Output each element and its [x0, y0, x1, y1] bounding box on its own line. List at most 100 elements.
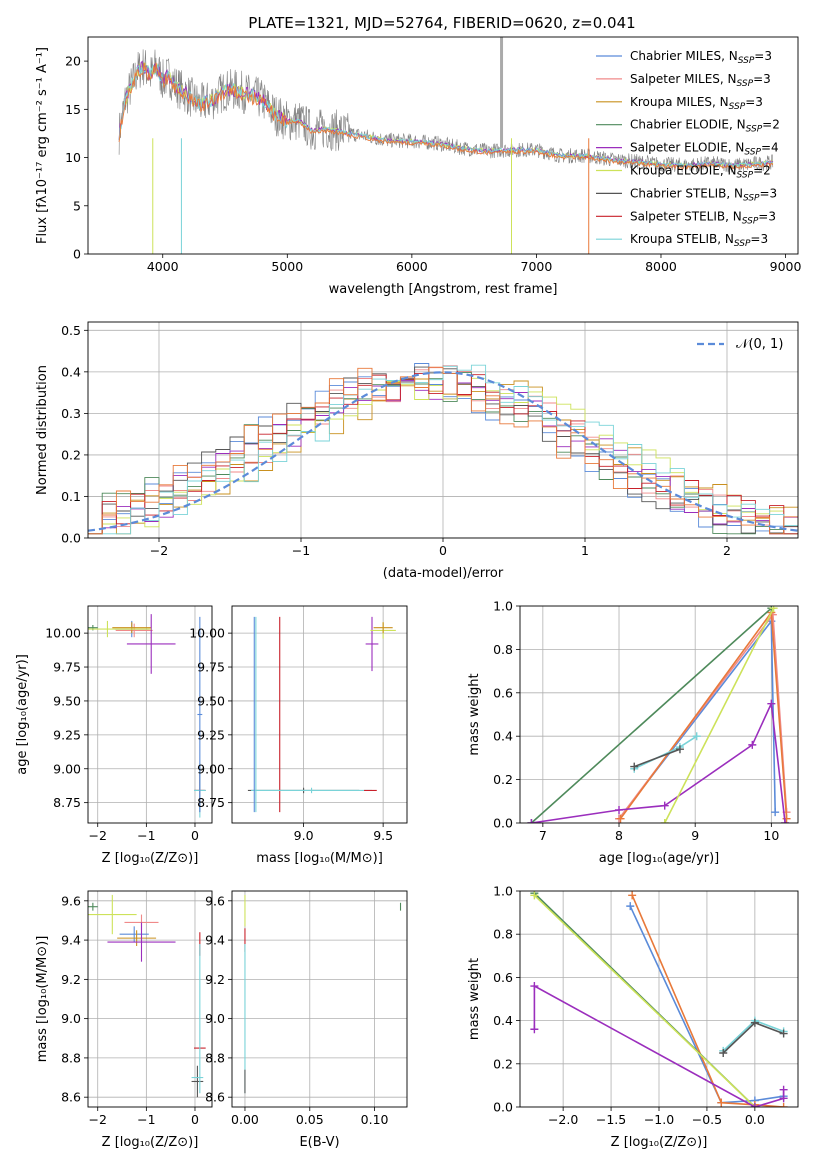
weight-marker: [779, 1094, 788, 1103]
y-tick-label: 0.4: [493, 1013, 513, 1028]
y-tick-label: 0.2: [493, 1056, 513, 1071]
legend-suffix: =3: [750, 232, 768, 246]
weight-line: [631, 894, 784, 1107]
weight-marker: [530, 1025, 539, 1034]
weight-line: [633, 735, 698, 770]
x-tick-label: −2: [89, 828, 107, 843]
legend-text: Chabrier STELIB, N: [630, 186, 743, 200]
y-axis-label: Flux [fλ10⁻¹⁷ erg cm⁻² s⁻¹ A⁻¹]: [35, 47, 50, 244]
y-tick-label: 8.8: [61, 1050, 81, 1065]
y-axis: 0 5 10 15 20: [65, 54, 88, 262]
y-tick-label: 9.6: [61, 893, 81, 908]
weight-series-kroupa_elodie: [660, 606, 778, 823]
x-tick-label: −2.0: [548, 1112, 578, 1127]
x-tick-label: −1.5: [596, 1112, 626, 1127]
legend-label-kroupa_elodie: Kroupa ELODIE, NSSP=2: [630, 164, 771, 181]
y-tick-label: 9.2: [205, 972, 225, 987]
plot-area: [520, 606, 798, 823]
x-tick-label: −1: [137, 828, 155, 843]
panel-mass_vs_ebv: 0.00 0.05 0.10 8.6 8.8 9.0 9.2 9.4 9.6 E(B-V): [205, 890, 408, 1150]
x-tick-label: −2: [150, 543, 168, 558]
panel-mass_vs_Z: −2 −1 0 8.6 8.8 9.0 9.2 9.4 9.6 Z [log₁₀(Z/Z⊙)] ma…: [35, 890, 213, 1150]
weight-marker: [781, 819, 790, 823]
y-axis-label: mass [log₁₀(M/M⊙)]: [35, 936, 50, 1063]
legend-suffix: =3: [745, 95, 763, 109]
legend-label-salpeter_stelib: Salpeter STELIB, NSSP=3: [630, 209, 776, 226]
weight-marker: [769, 606, 778, 613]
y-axis: 8.6 8.8 9.0 9.2 9.4 9.6: [61, 893, 88, 1105]
weight-marker: [527, 819, 536, 823]
weight-marker: [615, 805, 624, 814]
x-tick-label: −0.5: [692, 1112, 722, 1127]
y-axis: 8.75 9.00 9.25 9.50 9.75 10.00: [45, 626, 88, 810]
errorbar-point-kroupa_miles: [117, 930, 157, 946]
y-tick-label: 0.6: [493, 970, 513, 985]
y-tick-label: 0: [73, 247, 81, 262]
legend-subscript: SSP: [746, 125, 763, 135]
y-axis-label: Normed distribution: [35, 365, 50, 495]
y-tick-label: 5: [73, 198, 81, 213]
y-axis: 0.0 0.2 0.4 0.6 0.8 1.0: [493, 599, 520, 831]
weight-marker: [626, 902, 635, 911]
weight-line: [533, 894, 756, 1107]
y-tick-label: 9.75: [53, 660, 81, 675]
plot-area: [232, 606, 407, 823]
y-tick-label: 0.4: [493, 729, 513, 744]
x-tick-label: 10: [763, 828, 779, 843]
legend-label-salpeter_miles: Salpeter MILES, NSSP=3: [630, 72, 771, 89]
errorbar-point-kroupa_elodie: [88, 620, 152, 638]
spectrum-data-line: [118, 49, 774, 173]
legend-subscript: SSP: [737, 79, 754, 89]
panel-residuals: −2 −1 0 1 2 0.0 0.1 0.2 0.3 0.4 0.5 (data-model)/er…: [35, 321, 799, 581]
errorbar-point-kroupa_miles: [112, 622, 152, 634]
y-axis-label: mass weight: [467, 958, 482, 1040]
x-tick-label: 0: [191, 828, 199, 843]
errorbar-point-chabrier_stelib: [191, 1065, 204, 1098]
weight-line: [633, 748, 681, 768]
x-tick-label: −2: [89, 1112, 107, 1127]
legend-label-chabrier_stelib: Chabrier STELIB, NSSP=3: [630, 186, 777, 203]
x-tick-label: 2: [723, 543, 731, 558]
panel-frame: [87, 890, 213, 1108]
legend-subscript: SSP: [737, 171, 754, 181]
weight-series-salpeter_elodie: [530, 982, 788, 1107]
errorbar-point-chabrier_miles: [197, 616, 203, 813]
y-tick-label: 0.8: [493, 927, 513, 942]
y-tick-label: 8.75: [197, 795, 225, 810]
x-tick-label: 6000: [396, 259, 428, 274]
weight-marker: [779, 1029, 788, 1038]
weight-marker: [750, 1018, 759, 1027]
x-tick-label: 9: [691, 828, 699, 843]
y-tick-label: 8.6: [61, 1090, 81, 1105]
x-tick-label: 8: [615, 828, 623, 843]
panel-frame: [231, 605, 408, 824]
weight-line: [663, 607, 775, 823]
plot-area: [88, 891, 212, 1107]
x-tick-label: −1: [137, 1112, 155, 1127]
x-tick-label: 0.0: [745, 1112, 765, 1127]
y-tick-label: 0.4: [61, 364, 81, 379]
legend-text: Chabrier ELODIE, N: [630, 118, 746, 132]
model-spectrum-kroupa_stelib: [118, 63, 773, 169]
y-tick-label: 0.0: [61, 531, 81, 546]
weight-marker: [717, 1098, 726, 1107]
spectrum-legend: Chabrier MILES, NSSP=3 Salpeter MILES, NS…: [596, 49, 780, 249]
errorbar-point-salpeter_elodie: [126, 614, 176, 674]
normal-distribution-curve: [88, 371, 798, 532]
panel-frame: [519, 605, 799, 824]
y-tick-label: 10.00: [189, 626, 225, 641]
y-tick-label: 0.3: [61, 406, 81, 421]
legend-subscript: SSP: [742, 216, 759, 226]
legend-text: Kroupa ELODIE, N: [630, 164, 737, 178]
legend-label-chabrier_miles: Chabrier MILES, NSSP=3: [630, 49, 772, 66]
y-tick-label: 20: [65, 54, 81, 69]
legend-label-chabrier_elodie: Chabrier ELODIE, NSSP=2: [630, 118, 780, 135]
x-axis-label: (data-model)/error: [383, 566, 504, 581]
panel-frame: [519, 890, 799, 1108]
weight-marker: [616, 814, 625, 823]
y-tick-label: 0.5: [61, 323, 81, 338]
legend-text: Salpeter ELODIE, N: [630, 141, 744, 155]
legend-suffix: =3: [753, 72, 771, 86]
errorbar-point-kroupa_miles: [373, 622, 393, 634]
